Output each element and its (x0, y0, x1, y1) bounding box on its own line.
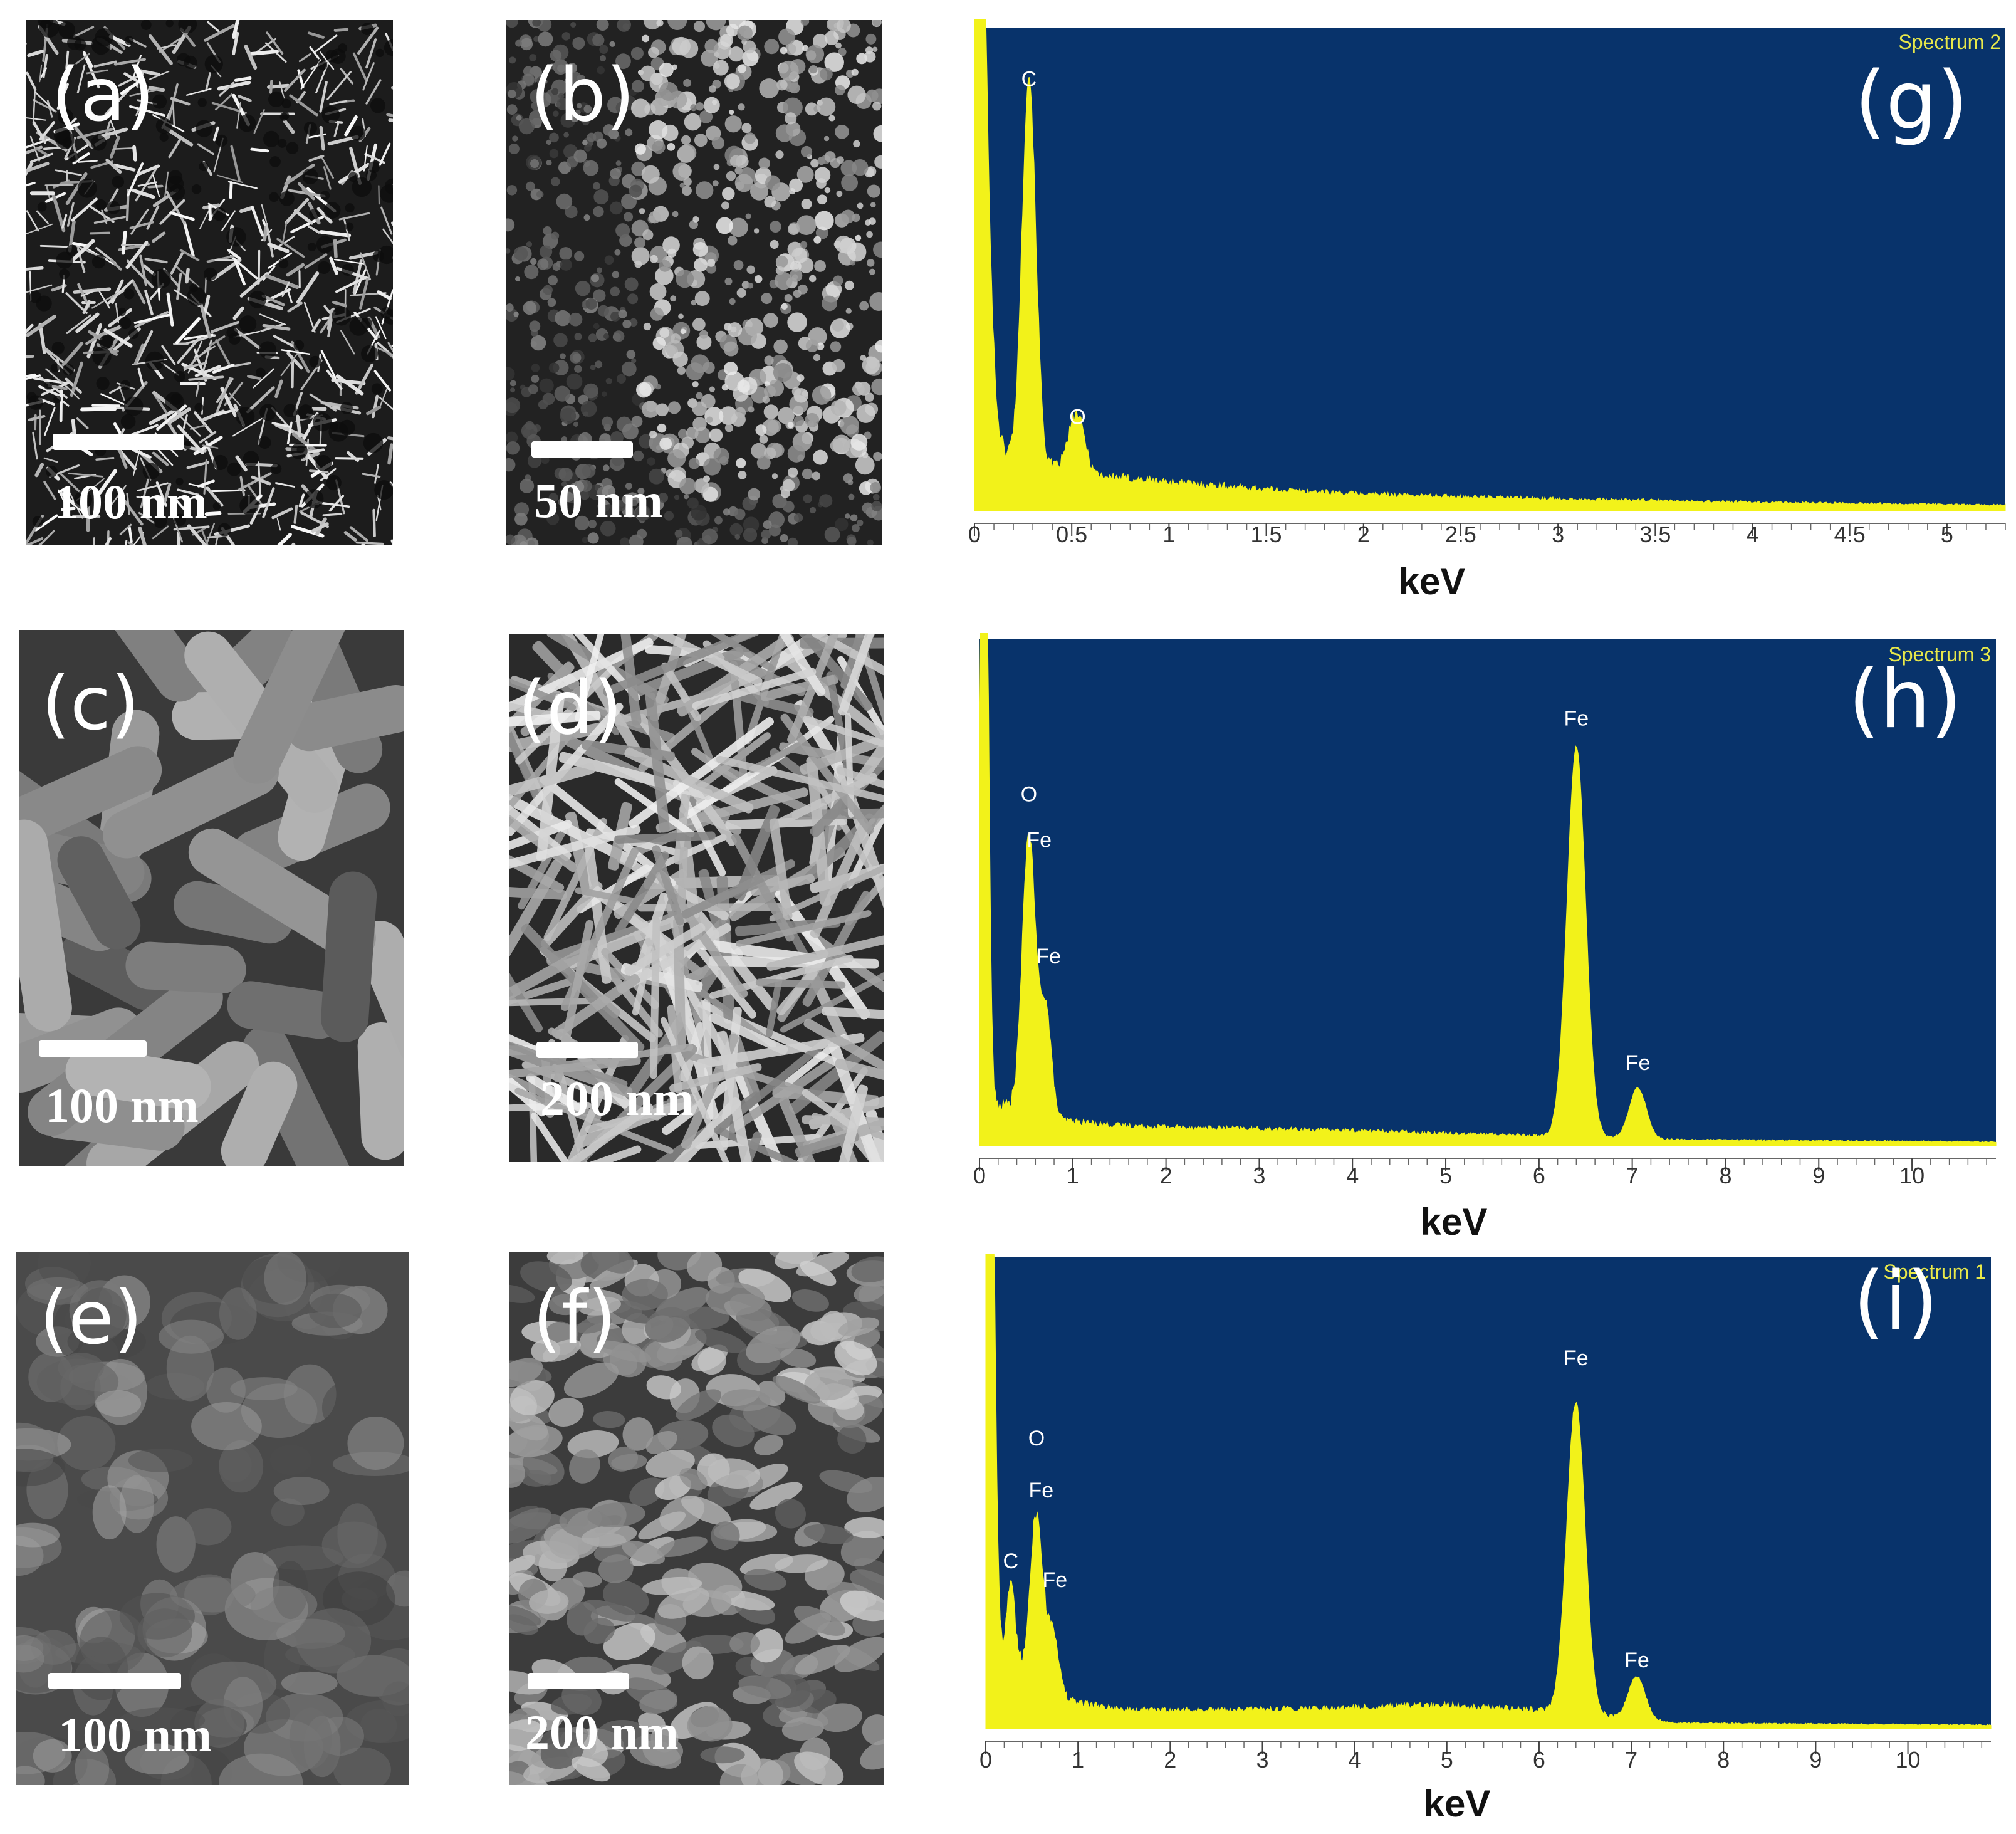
peak-label: Fe (1564, 1346, 1589, 1370)
eds-plot-area (979, 639, 1996, 1146)
eds-spectrum-g: C O Spectrum 2 (g) 0 0.5 1 1.5 2 2.5 3 3.5 4 4.5 5 keV (968, 19, 2008, 608)
panel-letter-a: (a) (51, 51, 155, 138)
scale-bar-e (48, 1673, 181, 1689)
eds-plot-area (986, 1257, 1991, 1729)
panel-letter-c: (c) (41, 660, 140, 747)
sem-image-e: (e) 100 nm (16, 1252, 409, 1785)
spectrum-label: Spectrum 2 (1898, 31, 2001, 53)
scale-bar-d (536, 1042, 638, 1058)
x-tick-label: 5 (1441, 1747, 1453, 1773)
peak-label: Fe (1026, 828, 1052, 852)
x-tick-label: 5 (1941, 521, 1953, 547)
x-tick-label: 4 (1346, 1163, 1359, 1188)
eds-plot-area (974, 28, 2005, 511)
scale-label-e: 100 nm (58, 1707, 212, 1762)
scale-label-c: 100 nm (45, 1078, 199, 1133)
spectrum-label: Spectrum 1 (1883, 1260, 1986, 1283)
x-tick-label: 2 (1357, 521, 1370, 547)
peak-label: Fe (1624, 1648, 1649, 1672)
scale-label-b: 50 nm (534, 473, 663, 528)
x-tick-label: 1 (1067, 1163, 1079, 1188)
peak-label: O (1021, 783, 1037, 807)
x-tick-label: 8 (1719, 1163, 1731, 1188)
sem-texture-d (509, 634, 884, 1162)
x-tick-label: 9 (1809, 1747, 1822, 1773)
x-tick-label: 9 (1812, 1163, 1825, 1188)
sem-texture-a (26, 20, 393, 545)
peak-label: Fe (1043, 1568, 1068, 1592)
x-tick-label: 8 (1717, 1747, 1730, 1773)
x-tick-label: 4 (1349, 1747, 1361, 1773)
x-tick-label: 2 (1164, 1747, 1176, 1773)
panel-letter-d: (d) (518, 664, 622, 751)
x-axis-label: keV (1399, 560, 1466, 602)
x-tick-label: 10 (1899, 1163, 1925, 1188)
sem-texture-e (16, 1252, 409, 1785)
eds-chart-g: C O Spectrum 2(g) 0 0.5 1 1.5 2 2.5 3 3.5 4 4.5 5 keV (968, 19, 2006, 602)
x-tick-label: 1 (1072, 1747, 1084, 1773)
peak-label: Fe (1028, 1479, 1053, 1502)
x-tick-label: 1.5 (1251, 521, 1282, 547)
x-tick-label: 7 (1626, 1163, 1639, 1188)
eds-spectrum-trace (974, 19, 2006, 511)
x-tick-label: 3.5 (1639, 521, 1671, 547)
x-tick-label: 0 (968, 521, 981, 547)
eds-chart-h: O Fe Fe Fe Fe Spectrum 3(h) 0 1 2 3 4 5 6 7 8 9 10 keV (973, 633, 1997, 1243)
panel-letter-f: (f) (533, 1274, 617, 1361)
scale-bar-c (39, 1040, 147, 1057)
x-tick-label: 2 (1160, 1163, 1173, 1188)
eds-spectrum-trace (985, 1254, 1992, 1729)
sem-image-a: (a) 100 nm (26, 20, 393, 545)
sem-texture-b (506, 20, 882, 545)
panel-letter: (g) (1854, 55, 1968, 148)
x-axis-label: keV (1424, 1783, 1491, 1824)
scale-bar-b (531, 441, 633, 458)
x-tick-label: 6 (1533, 1163, 1545, 1188)
scale-label-f: 200 nm (525, 1705, 679, 1759)
peak-label: C (1021, 67, 1037, 91)
x-tick-label: 1 (1162, 521, 1175, 547)
eds-spectrum-i: O Fe C Fe Fe Fe Spectrum 1 (i) 0 1 2 3 4 5 6 7 8 9 10 keV (968, 1254, 2008, 1824)
x-tick-label: 4.5 (1834, 521, 1866, 547)
scale-label-a: 100 nm (54, 474, 207, 529)
panel-letter: (i) (1853, 1255, 1938, 1348)
x-axis-label: keV (1421, 1201, 1488, 1243)
sem-image-c: (c) 100 nm (19, 630, 404, 1166)
panel-letter: (h) (1849, 653, 1962, 747)
sem-image-f: (f) 200 nm (509, 1252, 884, 1785)
sem-texture-c (19, 630, 404, 1166)
x-tick-label: 6 (1533, 1747, 1545, 1773)
eds-spectrum-trace (979, 633, 1997, 1146)
sem-texture-f (509, 1252, 884, 1785)
sem-image-b: (b) 50 nm (506, 20, 882, 545)
sem-image-d: (d) 200 nm (509, 634, 884, 1162)
x-tick-label: 5 (1439, 1163, 1452, 1188)
peak-label: O (1028, 1427, 1045, 1450)
scale-bar-f (528, 1673, 629, 1689)
x-tick-label: 7 (1625, 1747, 1637, 1773)
peak-label: Fe (1626, 1051, 1651, 1075)
spectrum-label: Spectrum 3 (1888, 643, 1991, 666)
x-tick-label: 3 (1552, 521, 1564, 547)
x-tick-label: 3 (1256, 1747, 1268, 1773)
x-tick-label: 0 (973, 1163, 986, 1188)
eds-chart-i: O Fe C Fe Fe Fe Spectrum 1(i) 0 1 2 3 4 5 6 7 8 9 10 keV (979, 1254, 1992, 1824)
x-tick-label: 3 (1253, 1163, 1265, 1188)
scale-bar-a (53, 434, 184, 450)
x-tick-label: 2.5 (1445, 521, 1476, 547)
peak-label: O (1069, 405, 1085, 429)
panel-letter-b: (b) (530, 51, 635, 138)
peak-label: Fe (1564, 706, 1589, 730)
x-tick-label: 0 (979, 1747, 992, 1773)
scale-label-d: 200 nm (540, 1071, 694, 1126)
panel-letter-e: (e) (39, 1274, 143, 1361)
x-tick-label: 10 (1896, 1747, 1921, 1773)
peak-label: C (1003, 1549, 1018, 1573)
x-tick-label: 4 (1746, 521, 1758, 547)
peak-label: Fe (1036, 945, 1061, 968)
x-tick-label: 0.5 (1056, 521, 1087, 547)
eds-spectrum-h: O Fe Fe Fe Fe Spectrum 3 (h) 0 1 2 3 4 5 6 7 8 9 10 keV (968, 633, 2008, 1247)
